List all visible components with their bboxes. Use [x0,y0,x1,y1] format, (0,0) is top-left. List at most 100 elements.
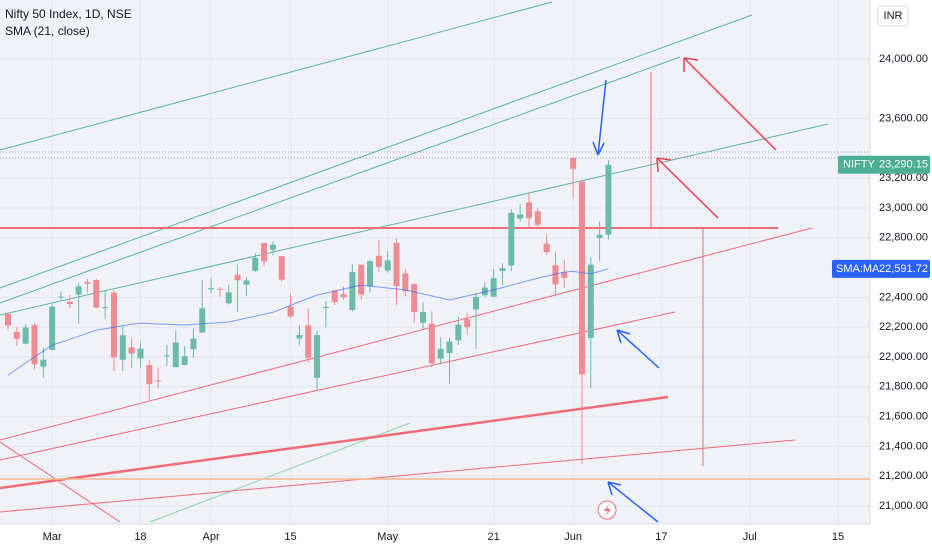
candle-body [393,242,400,287]
candle-body [225,292,232,304]
candle-body [252,257,259,271]
x-tick-label: 17 [655,531,667,543]
y-tick-label: 22,000.00 [879,351,928,363]
chart-subtitle: SMA (21, close) [5,24,90,38]
y-tick-label: 21,000.00 [879,500,928,512]
candle-body [437,348,444,359]
candle-body [31,325,38,365]
candle-body [472,296,479,310]
candle-body [525,202,532,219]
trend-line [0,439,796,513]
candle-body [93,279,100,308]
y-tick-label: 23,000.00 [879,202,928,214]
candle-body [296,335,303,339]
trend-line [0,1,553,151]
candle-body [375,255,382,267]
candle-body [84,281,91,284]
candle-body [402,273,409,292]
candle-body [146,365,153,385]
candle-body [517,214,524,219]
x-tick-label: Apr [203,531,220,543]
currency-box[interactable] [877,5,909,27]
x-tick-label: 21 [488,531,500,543]
trend-line [0,56,681,304]
candle-body [75,286,82,295]
candle-body [305,325,312,358]
candle-body [128,347,135,354]
candle-body [552,265,559,285]
last-price-name: NIFTY [843,159,875,171]
candle-body [216,288,223,290]
arrow [592,79,607,156]
candle-body [137,348,144,359]
currency: INR [884,10,903,22]
candle-body [234,274,241,281]
chart-title: Nifty 50 Index, 1D, NSE [5,7,132,21]
candle-body [287,306,294,317]
candle-body [66,301,73,304]
candle-body [190,338,197,350]
drawings [0,1,870,523]
arrow [683,57,777,151]
trend-line [149,422,411,523]
x-tick-label: Jun [564,531,582,543]
x-tick-label: 15 [832,531,844,543]
candle-body [163,355,170,357]
candle-body [508,212,515,266]
candle-body [269,244,276,250]
candle-body [5,313,11,326]
candle-body [110,292,117,358]
candle-body [605,164,612,235]
axes: 24,000.00 23,600.00 23,200.00 23,000.00 22,8… [43,53,930,543]
x-tick-label: 18 [134,531,146,543]
candle-body [340,294,347,298]
candle-body [367,261,374,287]
x-tick-label: Jul [743,531,757,543]
candle-body [243,280,250,285]
last-price-value: 23,290.15 [879,159,928,171]
candle-body [446,341,453,354]
candle-body [464,319,471,328]
candle-body [322,306,329,308]
candle-body [40,359,47,367]
y-tick-label: 21,600.00 [879,411,928,423]
candle-body [411,284,418,313]
sma-name: SMA:MA [836,263,880,275]
y-tick-label: 24,000.00 [879,53,928,65]
candle-body [587,264,594,338]
y-tick-label: 23,200.00 [879,172,928,184]
arrow [616,329,660,369]
candle-body [208,288,215,290]
candle-body [561,272,568,278]
event-icon-bolt [604,504,611,517]
plot-background [0,0,870,524]
trend-line [0,123,829,316]
candle-body [384,260,391,271]
candle-body [261,242,268,262]
arrow [607,481,659,523]
candle-body [278,256,285,280]
trend-line [0,441,121,523]
time-axis [0,524,870,550]
candle-body [543,243,550,253]
candle-body [570,157,577,169]
x-tick-label: May [377,531,398,543]
candle-body [199,308,206,333]
y-tick-label: 22,800.00 [879,232,928,244]
candle-body [578,181,585,375]
trend-line [0,227,813,441]
candle-body [420,312,427,323]
sma-value: 22,591.72 [879,263,928,275]
candle-body [358,264,365,295]
sma-line [7,268,609,376]
y-tick-label: 22,400.00 [879,291,928,303]
candle-body [314,335,321,378]
x-tick-label: 15 [284,531,296,543]
candle-body [49,306,56,350]
sma-label-box [832,259,930,278]
x-tick-label: Mar [43,531,62,543]
candle-body [331,290,338,303]
candle-body [22,327,29,344]
candle-body [499,268,506,272]
candle-body [455,324,462,341]
